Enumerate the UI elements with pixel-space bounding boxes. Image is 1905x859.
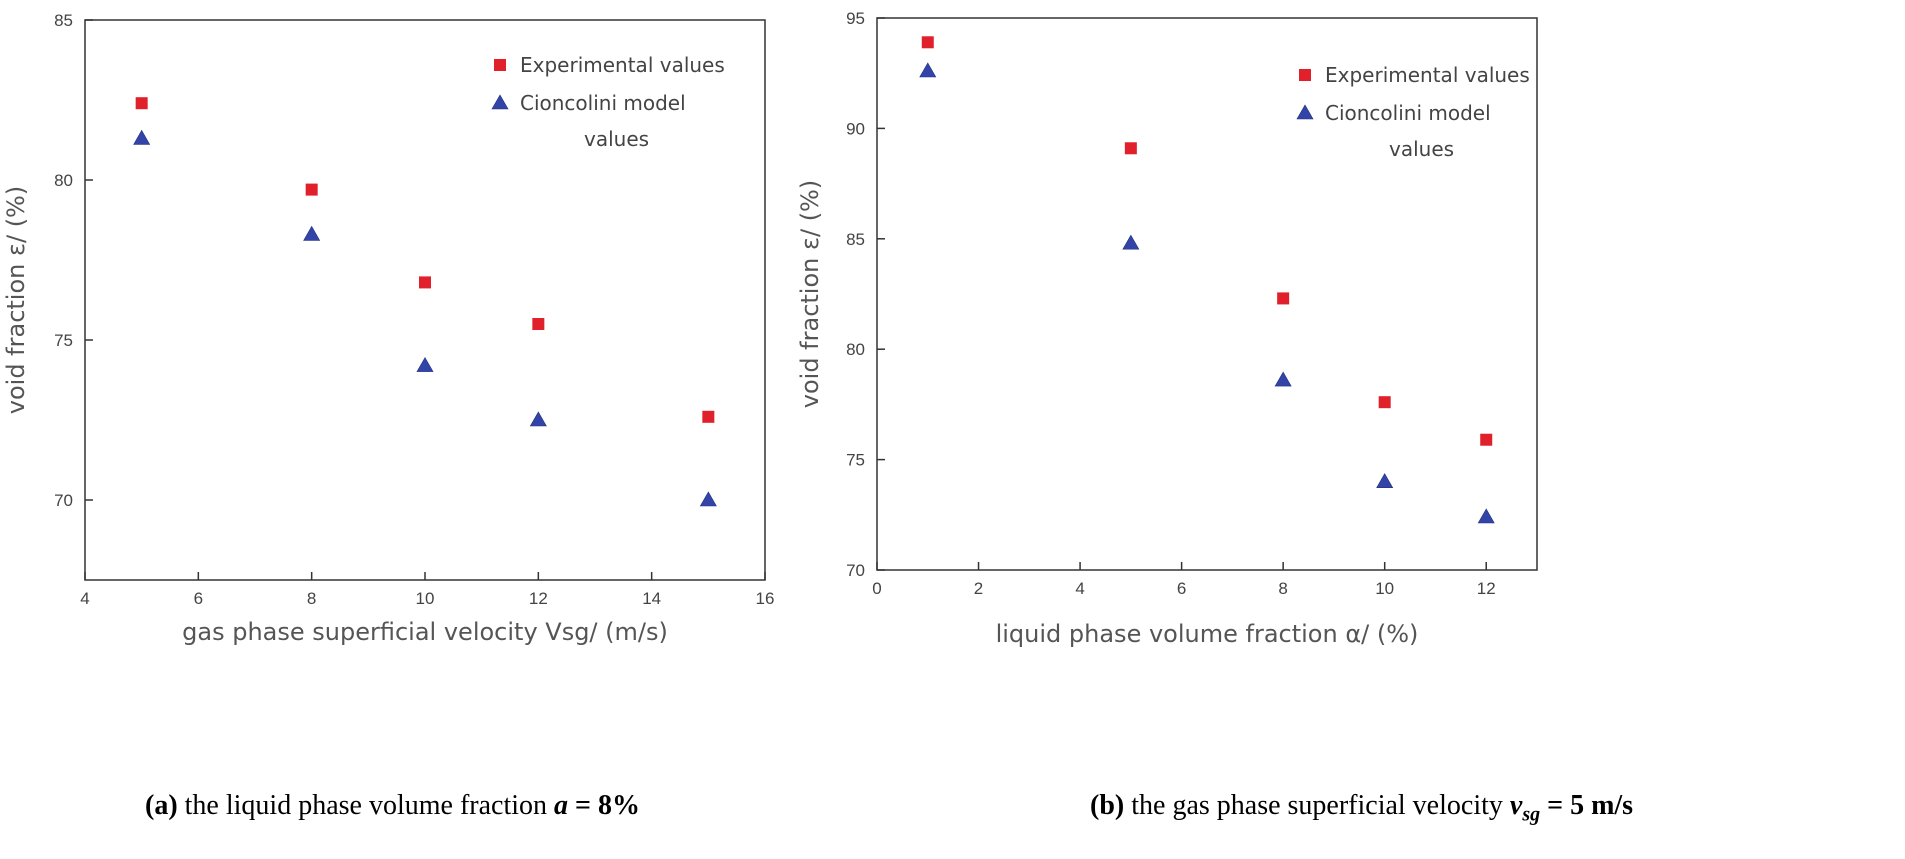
- chart2-y-tick-label: 75: [846, 451, 865, 470]
- chart2-experimental-point: [1277, 292, 1290, 305]
- chart2-legend-cioncolini-marker: [1296, 104, 1314, 120]
- caption-a-label: (a): [145, 790, 178, 821]
- caption-b-label: (b): [1090, 790, 1125, 821]
- chart2-cioncolini-point: [1477, 508, 1495, 524]
- chart1-cioncolini-point: [133, 129, 151, 145]
- chart1-experimental-point: [702, 410, 715, 423]
- chart1-y-axis-label: void fraction ε/ (%): [2, 186, 30, 414]
- chart1-cioncolini-point: [303, 225, 321, 241]
- chart1-legend-cioncolini-label-line2: values: [584, 127, 649, 151]
- chart1-experimental-point: [135, 97, 148, 110]
- chart1-experimental-point: [305, 183, 318, 196]
- chart2-x-axis-label: liquid phase volume fraction α/ (%): [996, 620, 1419, 648]
- chart1-x-tick-label: 8: [307, 589, 316, 608]
- chart2-x-tick-label: 10: [1375, 579, 1394, 598]
- chart2-x-tick-label: 8: [1278, 579, 1287, 598]
- chart2-cioncolini-point: [1376, 473, 1394, 488]
- chart1-x-tick-label: 14: [642, 589, 661, 608]
- chart1-experimental-point: [532, 318, 545, 330]
- chart1-y-tick-label: 85: [54, 11, 73, 30]
- chart2-legend-cioncolini-label-line2: values: [1389, 137, 1454, 161]
- chart2-y-tick-label: 95: [846, 9, 865, 28]
- chart2-y-tick-label: 80: [846, 340, 865, 359]
- chart2-legend-experimental-label: Experimental values: [1325, 63, 1530, 87]
- chart1-legend-experimental-label: Experimental values: [520, 53, 725, 77]
- caption-b-sub: sg: [1522, 803, 1541, 826]
- chart2-cioncolini-point: [1274, 371, 1292, 387]
- chart2-cioncolini-point: [1122, 234, 1140, 250]
- chart2-x-tick-label: 2: [974, 579, 983, 598]
- chart1-legend-cioncolini-label-line1: Cioncolini model: [520, 91, 686, 115]
- chart1-cioncolini-point: [529, 411, 547, 427]
- chart1-legend-cioncolini-marker: [491, 94, 509, 110]
- chart1-y-tick-label: 80: [54, 171, 73, 190]
- caption-a-eq: = 8%: [568, 790, 640, 821]
- chart1-y-tick-label: 75: [54, 331, 73, 350]
- chart2-y-tick-label: 90: [846, 119, 865, 138]
- chart1-legend-experimental-marker: [494, 59, 506, 71]
- caption-b-text: the gas phase superficial velocity: [1124, 790, 1510, 821]
- chart2-x-tick-label: 4: [1075, 579, 1084, 598]
- chart2-x-tick-label: 6: [1177, 579, 1186, 598]
- chart1-cioncolini-point: [416, 356, 434, 372]
- caption-b-var: v: [1509, 790, 1523, 821]
- chart2-legend-cioncolini-label-line1: Cioncolini model: [1325, 101, 1491, 125]
- chart1-x-tick-label: 10: [416, 589, 435, 608]
- chart2-y-tick-label: 85: [846, 230, 865, 249]
- chart1-x-tick-label: 12: [529, 589, 548, 608]
- chart2-y-tick-label: 70: [846, 561, 865, 580]
- chart1-x-tick-label: 16: [756, 589, 775, 608]
- chart2-x-tick-label: 12: [1477, 579, 1496, 598]
- chart1-experimental-point: [419, 276, 431, 289]
- caption-a-text: the liquid phase volume fraction: [177, 790, 555, 821]
- chart1-x-tick-label: 4: [80, 589, 89, 608]
- chart2-experimental-point: [1378, 396, 1391, 409]
- chart2-plot-frame: [876, 17, 1538, 571]
- chart2-experimental-point: [921, 36, 934, 49]
- caption-b: (b) the gas phase superficial velocity v…: [1090, 790, 1633, 830]
- chart2-x-tick-label: 0: [872, 579, 881, 598]
- chart1-cioncolini-point: [699, 491, 717, 507]
- caption-a: (a) the liquid phase volume fraction a =…: [145, 790, 640, 830]
- chart1-x-tick-label: 6: [194, 589, 203, 608]
- chart1-x-axis-label: gas phase superficial velocity Vsg/ (m/s…: [182, 618, 668, 646]
- chart2-legend-experimental-marker: [1299, 69, 1311, 81]
- chart2-experimental-point: [1480, 433, 1493, 446]
- chart1-y-tick-label: 70: [54, 491, 73, 510]
- caption-a-var: a: [554, 790, 569, 821]
- chart2-cioncolini-point: [919, 62, 937, 78]
- chart2-experimental-point: [1124, 142, 1137, 155]
- chart2-y-axis-label: void fraction ε/ (%): [796, 180, 824, 408]
- caption-b-eq: = 5 m/s: [1540, 790, 1634, 821]
